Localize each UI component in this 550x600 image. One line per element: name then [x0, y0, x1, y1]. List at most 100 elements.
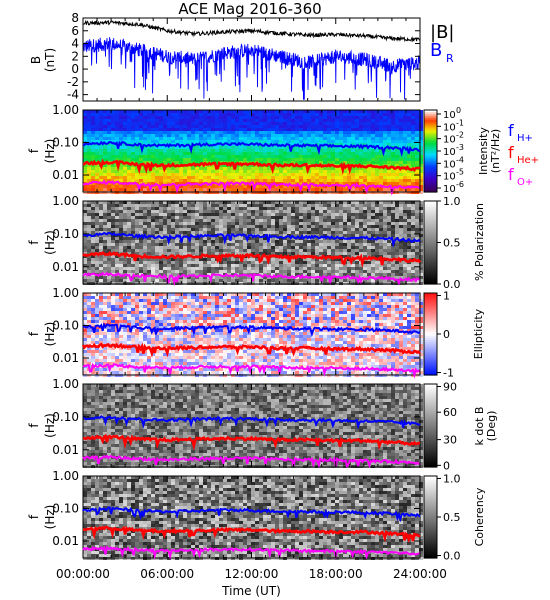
- heatmap-cell: [255, 122, 259, 125]
- heatmap-cell: [111, 222, 115, 225]
- heatmap-cell: [191, 110, 195, 113]
- heatmap-cell: [323, 246, 327, 249]
- heatmap-cell: [115, 255, 119, 258]
- heatmap-cell: [91, 213, 95, 216]
- heatmap-cell: [375, 255, 379, 258]
- heatmap-cell: [171, 231, 175, 234]
- heatmap-cell: [239, 173, 243, 176]
- heatmap-cell: [379, 228, 383, 231]
- heatmap-cell: [163, 258, 167, 261]
- heatmap-cell: [243, 270, 247, 273]
- heatmap-cell: [403, 188, 407, 191]
- heatmap-cell: [331, 216, 335, 219]
- heatmap-cell: [199, 113, 203, 116]
- heatmap-cell: [243, 231, 247, 234]
- heatmap-cell: [219, 134, 223, 137]
- heatmap-cell: [339, 243, 343, 246]
- heatmap-cell: [151, 146, 155, 149]
- heatmap-cell: [87, 152, 91, 155]
- heatmap-cell: [391, 158, 395, 161]
- heatmap-cell: [347, 140, 351, 143]
- heatmap-cell: [323, 125, 327, 128]
- ellipticity-spectrogram: [83, 293, 423, 377]
- heatmap-cell: [91, 276, 95, 279]
- heatmap-cell: [263, 216, 267, 219]
- heatmap-cell: [327, 261, 331, 264]
- heatmap-cell: [331, 267, 335, 270]
- heatmap-cell: [391, 234, 395, 237]
- heatmap-cell: [279, 216, 283, 219]
- heatmap-cell: [91, 185, 95, 188]
- heatmap-cell: [139, 264, 143, 267]
- heatmap-cell: [331, 210, 335, 213]
- heatmap-cell: [179, 131, 183, 134]
- heatmap-cell: [387, 210, 391, 213]
- heatmap-cell: [127, 216, 131, 219]
- heatmap-cell: [215, 164, 219, 167]
- heatmap-cell: [351, 261, 355, 264]
- heatmap-cell: [95, 219, 99, 222]
- heatmap-cell: [379, 116, 383, 119]
- heatmap-cell: [199, 116, 203, 119]
- heatmap-cell: [295, 213, 299, 216]
- heatmap-cell: [379, 110, 383, 113]
- heatmap-cell: [275, 204, 279, 207]
- heatmap-cell: [299, 146, 303, 149]
- heatmap-cell: [367, 201, 371, 204]
- heatmap-cell: [267, 225, 271, 228]
- heatmap-cell: [175, 176, 179, 179]
- heatmap-cell: [351, 110, 355, 113]
- heatmap-cell: [183, 234, 187, 237]
- heatmap-cell: [207, 249, 211, 252]
- heatmap-cell: [83, 176, 87, 179]
- heatmap-cell: [243, 261, 247, 264]
- heatmap-cell: [187, 176, 191, 179]
- heatmap-cell: [283, 143, 287, 146]
- heatmap-cell: [199, 131, 203, 134]
- heatmap-cell: [191, 237, 195, 240]
- heatmap-cell: [383, 225, 387, 228]
- heatmap-cell: [227, 113, 231, 116]
- heatmap-cell: [311, 176, 315, 179]
- heatmap-cell: [111, 264, 115, 267]
- heatmap-cell: [147, 219, 151, 222]
- heatmap-cell: [263, 119, 267, 122]
- heatmap-cell: [419, 182, 423, 185]
- heatmap-cell: [251, 152, 255, 155]
- heatmap-cell: [119, 170, 123, 173]
- heatmap-cell: [247, 173, 251, 176]
- heatmap-cell: [351, 158, 355, 161]
- heatmap-cell: [407, 119, 411, 122]
- heatmap-cell: [215, 204, 219, 207]
- colorbar-cell: [424, 269, 437, 273]
- heatmap-cell: [203, 258, 207, 261]
- heatmap-cell: [231, 249, 235, 252]
- heatmap-cell: [127, 188, 131, 191]
- heatmap-cell: [95, 167, 99, 170]
- heatmap-cell: [143, 176, 147, 179]
- heatmap-cell: [143, 246, 147, 249]
- heatmap-cell: [175, 219, 179, 222]
- heatmap-cell: [91, 228, 95, 231]
- heatmap-cell: [235, 179, 239, 182]
- heatmap-cell: [115, 116, 119, 119]
- heatmap-cell: [415, 143, 419, 146]
- heatmap-cell: [259, 152, 263, 155]
- heatmap-cell: [199, 225, 203, 228]
- heatmap-cell: [159, 152, 163, 155]
- heatmap-cell: [251, 173, 255, 176]
- heatmap-cell: [183, 210, 187, 213]
- heatmap-cell: [411, 231, 415, 234]
- heatmap-cell: [231, 155, 235, 158]
- heatmap-cell: [315, 222, 319, 225]
- heatmap-cell: [263, 131, 267, 134]
- heatmap-cell: [351, 125, 355, 128]
- heatmap-cell: [131, 113, 135, 116]
- heatmap-cell: [135, 116, 139, 119]
- heatmap-cell: [363, 110, 367, 113]
- heatmap-cell: [203, 267, 207, 270]
- heatmap-cell: [235, 228, 239, 231]
- heatmap-cell: [395, 273, 399, 276]
- heatmap-cell: [279, 210, 283, 213]
- heatmap-cell: [295, 210, 299, 213]
